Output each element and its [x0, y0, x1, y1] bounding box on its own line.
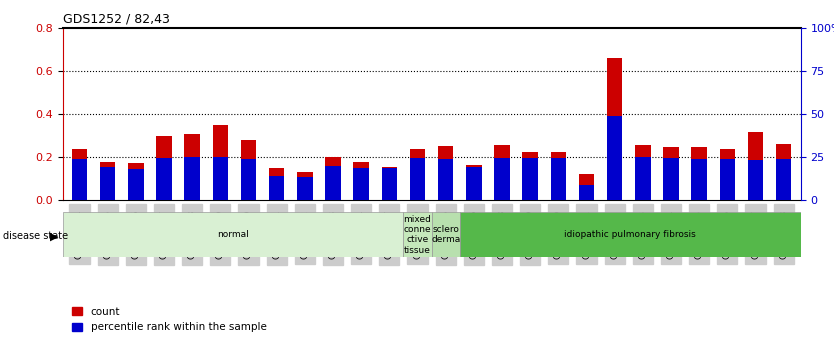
- Text: ▶: ▶: [50, 231, 58, 241]
- Bar: [720, 149, 735, 200]
- Bar: [460, 212, 801, 257]
- Legend: count, percentile rank within the sample: count, percentile rank within the sample: [68, 303, 271, 336]
- Bar: [128, 164, 143, 200]
- Bar: [128, 169, 143, 200]
- Bar: [691, 147, 707, 200]
- Bar: [354, 162, 369, 200]
- Bar: [403, 212, 432, 257]
- Bar: [72, 149, 88, 200]
- Bar: [409, 149, 425, 200]
- Bar: [663, 147, 679, 200]
- Bar: [354, 168, 369, 200]
- Bar: [748, 132, 763, 200]
- Bar: [495, 145, 510, 200]
- Bar: [297, 172, 313, 200]
- Bar: [466, 167, 481, 200]
- Text: disease state: disease state: [3, 231, 68, 241]
- Bar: [269, 176, 284, 200]
- Bar: [636, 145, 651, 200]
- Bar: [184, 157, 200, 200]
- Bar: [63, 212, 403, 257]
- Text: mixed
conne
ctive
tissue: mixed conne ctive tissue: [404, 215, 431, 255]
- Bar: [382, 168, 397, 200]
- Bar: [438, 146, 454, 200]
- Bar: [748, 160, 763, 200]
- Text: GDS1252 / 82,43: GDS1252 / 82,43: [63, 12, 169, 25]
- Bar: [213, 157, 228, 200]
- Bar: [72, 159, 88, 200]
- Bar: [495, 158, 510, 200]
- Bar: [550, 151, 566, 200]
- Bar: [297, 177, 313, 200]
- Bar: [432, 212, 460, 257]
- Bar: [776, 159, 791, 200]
- Bar: [382, 167, 397, 200]
- Bar: [663, 158, 679, 200]
- Bar: [466, 165, 481, 200]
- Bar: [184, 134, 200, 200]
- Bar: [409, 158, 425, 200]
- Bar: [579, 185, 595, 200]
- Bar: [100, 162, 115, 200]
- Bar: [607, 116, 622, 200]
- Bar: [607, 58, 622, 200]
- Bar: [241, 159, 256, 200]
- Bar: [636, 157, 651, 200]
- Bar: [550, 158, 566, 200]
- Bar: [213, 125, 228, 200]
- Bar: [522, 158, 538, 200]
- Bar: [776, 144, 791, 200]
- Bar: [579, 174, 595, 200]
- Bar: [325, 166, 341, 200]
- Bar: [269, 168, 284, 200]
- Bar: [522, 151, 538, 200]
- Bar: [325, 157, 341, 200]
- Bar: [438, 159, 454, 200]
- Bar: [720, 159, 735, 200]
- Bar: [156, 158, 172, 200]
- Text: idiopathic pulmonary fibrosis: idiopathic pulmonary fibrosis: [565, 230, 696, 239]
- Bar: [156, 137, 172, 200]
- Text: normal: normal: [217, 230, 249, 239]
- Bar: [100, 167, 115, 200]
- Bar: [241, 140, 256, 200]
- Text: sclero
derma: sclero derma: [431, 225, 460, 244]
- Bar: [691, 159, 707, 200]
